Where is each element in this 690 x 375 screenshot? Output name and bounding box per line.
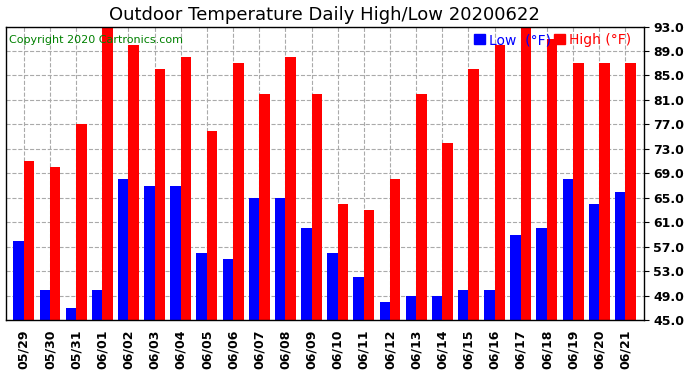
- Bar: [615, 192, 625, 375]
- Bar: [249, 198, 259, 375]
- Bar: [511, 234, 521, 375]
- Bar: [432, 296, 442, 375]
- Bar: [458, 290, 469, 375]
- Bar: [259, 94, 270, 375]
- Bar: [233, 63, 244, 375]
- Bar: [337, 204, 348, 375]
- Bar: [155, 69, 165, 375]
- Bar: [286, 57, 296, 375]
- Bar: [521, 27, 531, 375]
- Text: Copyright 2020 Cartronics.com: Copyright 2020 Cartronics.com: [9, 35, 183, 45]
- Legend: Low  (°F), High (°F): Low (°F), High (°F): [469, 28, 637, 53]
- Bar: [118, 180, 128, 375]
- Bar: [197, 253, 207, 375]
- Bar: [170, 186, 181, 375]
- Bar: [380, 302, 390, 375]
- Title: Outdoor Temperature Daily High/Low 20200622: Outdoor Temperature Daily High/Low 20200…: [109, 6, 540, 24]
- Bar: [144, 186, 155, 375]
- Bar: [599, 63, 610, 375]
- Bar: [24, 161, 34, 375]
- Bar: [537, 228, 547, 375]
- Bar: [625, 63, 636, 375]
- Bar: [562, 180, 573, 375]
- Bar: [39, 290, 50, 375]
- Bar: [92, 290, 102, 375]
- Bar: [128, 45, 139, 375]
- Bar: [223, 259, 233, 375]
- Bar: [181, 57, 191, 375]
- Bar: [442, 143, 453, 375]
- Bar: [469, 69, 479, 375]
- Bar: [50, 167, 61, 375]
- Bar: [390, 180, 400, 375]
- Bar: [495, 45, 505, 375]
- Bar: [406, 296, 416, 375]
- Bar: [13, 241, 24, 375]
- Bar: [547, 39, 558, 375]
- Bar: [102, 20, 112, 375]
- Bar: [301, 228, 312, 375]
- Bar: [312, 94, 322, 375]
- Bar: [76, 124, 87, 375]
- Bar: [416, 94, 426, 375]
- Bar: [327, 253, 337, 375]
- Bar: [364, 210, 375, 375]
- Bar: [589, 204, 599, 375]
- Bar: [275, 198, 286, 375]
- Bar: [66, 308, 76, 375]
- Bar: [573, 63, 584, 375]
- Bar: [353, 278, 364, 375]
- Bar: [207, 130, 217, 375]
- Bar: [484, 290, 495, 375]
